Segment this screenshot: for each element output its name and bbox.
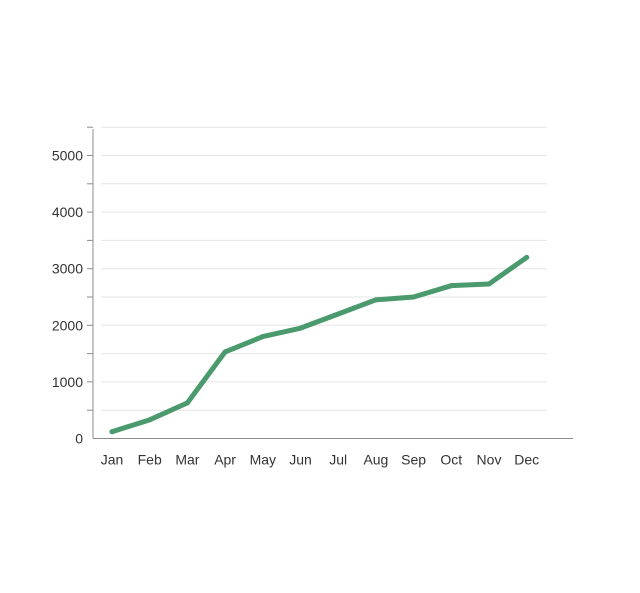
y-tick-label: 4000: [52, 204, 83, 220]
series-line: [109, 254, 530, 435]
data-point: [109, 429, 115, 435]
data-point: [411, 294, 417, 300]
x-tick-label: Jul: [329, 452, 347, 468]
data-point: [486, 281, 492, 287]
x-tick-label: Nov: [477, 452, 502, 468]
x-tick-labels: Jan Feb Mar Apr May Jun Jul Aug Sep Oct Nov Dec: [101, 452, 539, 468]
x-tick-label: Sep: [401, 452, 426, 468]
data-point: [147, 417, 153, 423]
data-point: [524, 254, 530, 260]
x-tick-label: Jun: [289, 452, 312, 468]
x-tick-label: Mar: [175, 452, 199, 468]
x-tick-label: Dec: [514, 452, 539, 468]
x-tick-label: Apr: [214, 452, 236, 468]
y-tick-labels: 0 1000 2000 3000 4000 5000: [52, 148, 83, 447]
data-point: [373, 297, 379, 303]
series-layer: [109, 254, 530, 435]
y-tick-label: 5000: [52, 148, 83, 164]
x-tick-label: Jan: [101, 452, 124, 468]
data-point: [448, 283, 454, 289]
x-tick-label: Feb: [138, 452, 162, 468]
y-tick-label: 1000: [52, 374, 83, 390]
y-tick-label: 0: [75, 431, 83, 447]
data-point: [260, 334, 266, 340]
data-point: [298, 325, 303, 331]
data-point: [222, 349, 228, 355]
x-tick-label: May: [250, 452, 276, 468]
data-point: [335, 311, 341, 317]
grid-lines: [101, 126, 547, 411]
axes: [87, 126, 573, 439]
x-tick-label: Aug: [363, 452, 388, 468]
x-tick-label: Oct: [440, 452, 462, 468]
y-tick-label: 2000: [52, 317, 83, 333]
y-tick-label: 3000: [52, 261, 83, 277]
data-point: [184, 400, 190, 406]
